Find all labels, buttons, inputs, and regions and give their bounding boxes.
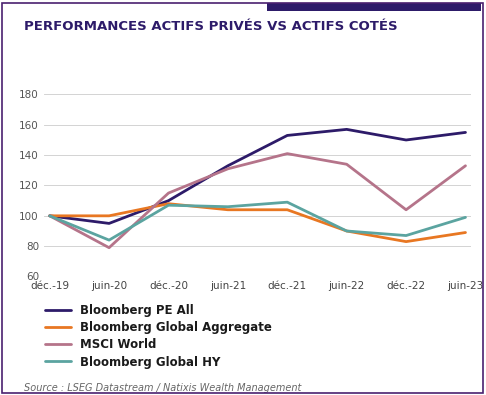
MSCI World (47, 213, 52, 218)
Bloomberg PE All (47, 213, 52, 218)
MSCI World (344, 162, 349, 167)
Line: Bloomberg Global HY: Bloomberg Global HY (50, 202, 466, 240)
MSCI World (225, 166, 231, 171)
Bloomberg Global Aggregate (47, 213, 52, 218)
Line: Bloomberg PE All: Bloomberg PE All (50, 130, 466, 224)
Bloomberg Global HY (463, 215, 469, 220)
Bloomberg PE All (463, 130, 469, 135)
Bloomberg PE All (403, 137, 409, 142)
Legend: Bloomberg PE All, Bloomberg Global Aggregate, MSCI World, Bloomberg Global HY: Bloomberg PE All, Bloomberg Global Aggre… (40, 299, 277, 373)
Bloomberg PE All (106, 221, 112, 226)
Bloomberg Global Aggregate (403, 239, 409, 244)
Bloomberg PE All (284, 133, 290, 138)
Bloomberg PE All (225, 164, 231, 168)
Bloomberg Global Aggregate (284, 207, 290, 212)
MSCI World (166, 191, 172, 196)
MSCI World (403, 207, 409, 212)
Bloomberg Global HY (47, 213, 52, 218)
Bloomberg PE All (344, 127, 349, 132)
Bloomberg Global Aggregate (344, 229, 349, 233)
Bloomberg Global HY (344, 229, 349, 233)
Text: Source : LSEG Datastream / Natixis Wealth Management: Source : LSEG Datastream / Natixis Wealt… (24, 383, 302, 393)
Bloomberg Global Aggregate (225, 207, 231, 212)
MSCI World (463, 164, 469, 168)
MSCI World (106, 245, 112, 250)
Bloomberg Global HY (403, 233, 409, 238)
Bloomberg Global Aggregate (106, 213, 112, 218)
Bloomberg Global HY (166, 203, 172, 208)
Line: MSCI World: MSCI World (50, 154, 466, 248)
Bloomberg Global HY (284, 200, 290, 205)
Line: Bloomberg Global Aggregate: Bloomberg Global Aggregate (50, 204, 466, 242)
Bloomberg Global Aggregate (463, 230, 469, 235)
Bloomberg Global HY (225, 204, 231, 209)
MSCI World (284, 151, 290, 156)
Text: PERFORMANCES ACTIFS PRIVÉS VS ACTIFS COTÉS: PERFORMANCES ACTIFS PRIVÉS VS ACTIFS COT… (24, 20, 398, 33)
Bloomberg PE All (166, 198, 172, 203)
Bloomberg Global Aggregate (166, 201, 172, 206)
Bloomberg Global HY (106, 238, 112, 243)
